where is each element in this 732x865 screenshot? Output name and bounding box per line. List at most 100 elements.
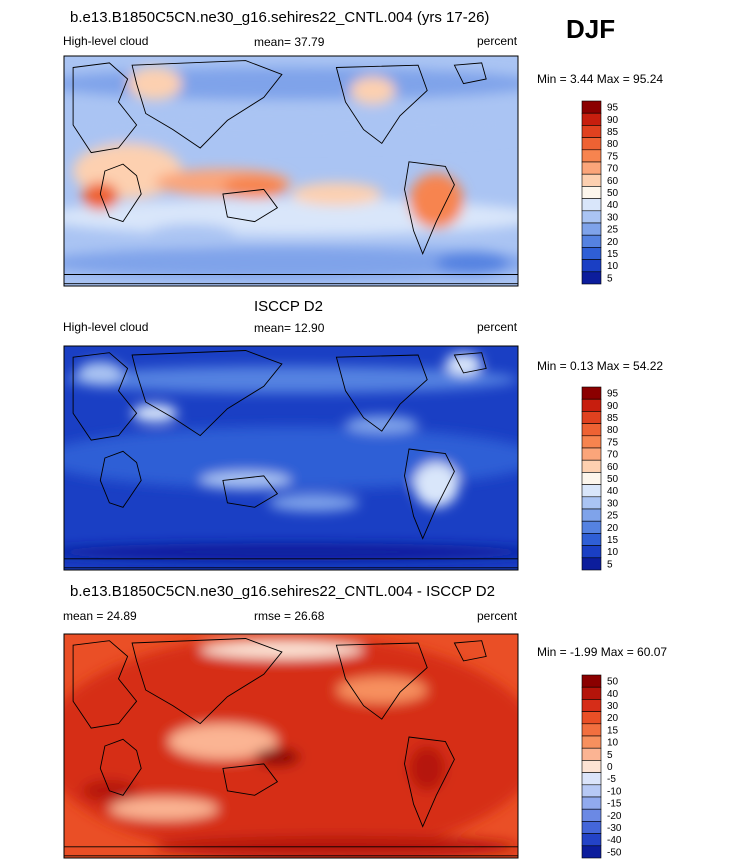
colorbar-tick-label: 50 bbox=[607, 188, 619, 199]
season-label: DJF bbox=[566, 14, 616, 44]
contour-region bbox=[436, 251, 509, 275]
coastline bbox=[64, 558, 518, 569]
panel2-units-label: percent bbox=[477, 320, 518, 334]
colorbar-box bbox=[581, 222, 602, 236]
colorbar-box bbox=[581, 557, 602, 571]
colorbar-tick-label: -15 bbox=[607, 799, 622, 810]
coastline bbox=[99, 163, 142, 223]
contour-region bbox=[350, 76, 396, 105]
colorbar-box bbox=[581, 760, 602, 773]
contour-region bbox=[64, 246, 518, 280]
colorbar-box bbox=[581, 112, 602, 126]
colorbar-tick-label: 5 bbox=[607, 750, 613, 761]
panel1-title: b.e13.B1850C5CN.ne30_g16.sehires22_CNTL.… bbox=[70, 9, 490, 26]
contour-region bbox=[64, 198, 518, 236]
panel1-mean-label: mean= 37.79 bbox=[254, 35, 325, 49]
coastline bbox=[335, 642, 428, 720]
coastline bbox=[222, 763, 279, 796]
coastline bbox=[131, 350, 283, 437]
colorbar-box bbox=[581, 137, 602, 151]
colorbar-box bbox=[581, 699, 602, 712]
coastline bbox=[72, 352, 138, 441]
contour-region bbox=[132, 404, 178, 423]
colorbar-tick-label: 75 bbox=[607, 437, 619, 448]
coastline bbox=[72, 640, 138, 729]
colorbar-tick-label: 10 bbox=[607, 261, 619, 272]
map-panel-1 bbox=[63, 55, 519, 287]
colorbar-box bbox=[581, 845, 602, 859]
coastline bbox=[335, 64, 428, 145]
colorbar-tick-label: 85 bbox=[607, 413, 619, 424]
colorbar-tick-label: 75 bbox=[607, 151, 619, 162]
contour-region bbox=[409, 173, 464, 229]
colorbar-box bbox=[581, 772, 602, 786]
coastline bbox=[64, 846, 518, 857]
contour-region bbox=[109, 797, 219, 820]
colorbar-tick-label: -30 bbox=[607, 823, 622, 834]
colorbar-tick-label: 5 bbox=[607, 559, 613, 570]
panel2-title: ISCCP D2 bbox=[254, 298, 323, 315]
contour-region bbox=[200, 640, 364, 659]
colorbar-tick-label: 15 bbox=[607, 725, 619, 736]
coastline bbox=[131, 60, 283, 149]
panel2-minmax-label: Min = 0.13 Max = 54.22 bbox=[537, 359, 664, 373]
colorbar-box bbox=[581, 447, 602, 461]
panel2-left-label: High-level cloud bbox=[63, 320, 149, 334]
colorbar-box bbox=[581, 686, 602, 700]
colorbar-tick-label: 90 bbox=[607, 401, 619, 412]
colorbar-tick-label: 80 bbox=[607, 139, 619, 150]
contour-region bbox=[64, 106, 518, 144]
contour-region bbox=[291, 182, 382, 206]
colorbar-box bbox=[581, 735, 602, 749]
coastline bbox=[72, 62, 138, 154]
colorbar-box bbox=[581, 271, 602, 285]
colorbar-tick-label: 40 bbox=[607, 689, 619, 700]
colorbar-box bbox=[581, 533, 602, 546]
colorbar-box bbox=[581, 100, 602, 114]
coastline bbox=[64, 274, 518, 285]
coastline bbox=[404, 161, 455, 255]
coastline bbox=[99, 738, 142, 796]
contour-region bbox=[82, 182, 119, 211]
colorbar-tick-label: -50 bbox=[607, 847, 622, 858]
colorbar-box bbox=[581, 472, 602, 485]
contour-region bbox=[413, 462, 459, 508]
colorbar-box bbox=[581, 459, 602, 473]
colorbar-tick-label: -5 bbox=[607, 774, 616, 785]
colorbar-tick-label: 60 bbox=[607, 176, 619, 187]
coastline bbox=[222, 188, 279, 223]
coastline bbox=[453, 640, 487, 662]
colorbar-tick-label: 80 bbox=[607, 425, 619, 436]
map-frame bbox=[63, 633, 519, 859]
colorbar-box bbox=[581, 386, 602, 400]
contour-region bbox=[64, 634, 518, 858]
contour-region bbox=[336, 676, 428, 704]
colorbar-tick-label: 20 bbox=[607, 713, 619, 724]
colorbar-tick-label: 25 bbox=[607, 225, 619, 236]
contour-region bbox=[145, 223, 237, 247]
colorbar-box bbox=[581, 398, 602, 412]
colorbar-tick-label: 40 bbox=[607, 200, 619, 211]
colorbar-box bbox=[581, 210, 602, 224]
coastline bbox=[453, 62, 487, 85]
contour-region bbox=[127, 67, 183, 100]
contour-region bbox=[222, 175, 287, 199]
panel3-title: b.e13.B1850C5CN.ne30_g16.sehires22_CNTL.… bbox=[70, 583, 495, 600]
colorbar-tick-label: 20 bbox=[607, 237, 619, 248]
colorbar-box bbox=[581, 423, 602, 437]
colorbar-tick-label: -20 bbox=[607, 811, 622, 822]
panel1-minmax-label: Min = 3.44 Max = 95.24 bbox=[537, 72, 664, 86]
colorbar-box bbox=[581, 496, 602, 510]
colorbar-box bbox=[581, 784, 602, 798]
contour-region bbox=[64, 366, 518, 394]
colorbar-box bbox=[581, 796, 602, 810]
map-frame bbox=[63, 55, 519, 287]
colorbar-tick-label: 85 bbox=[607, 127, 619, 138]
colorbar-tick-label: 50 bbox=[607, 677, 619, 688]
colorbar-tick-label: 10 bbox=[607, 738, 619, 749]
contour-region bbox=[254, 748, 301, 767]
colorbar-box bbox=[581, 545, 602, 559]
